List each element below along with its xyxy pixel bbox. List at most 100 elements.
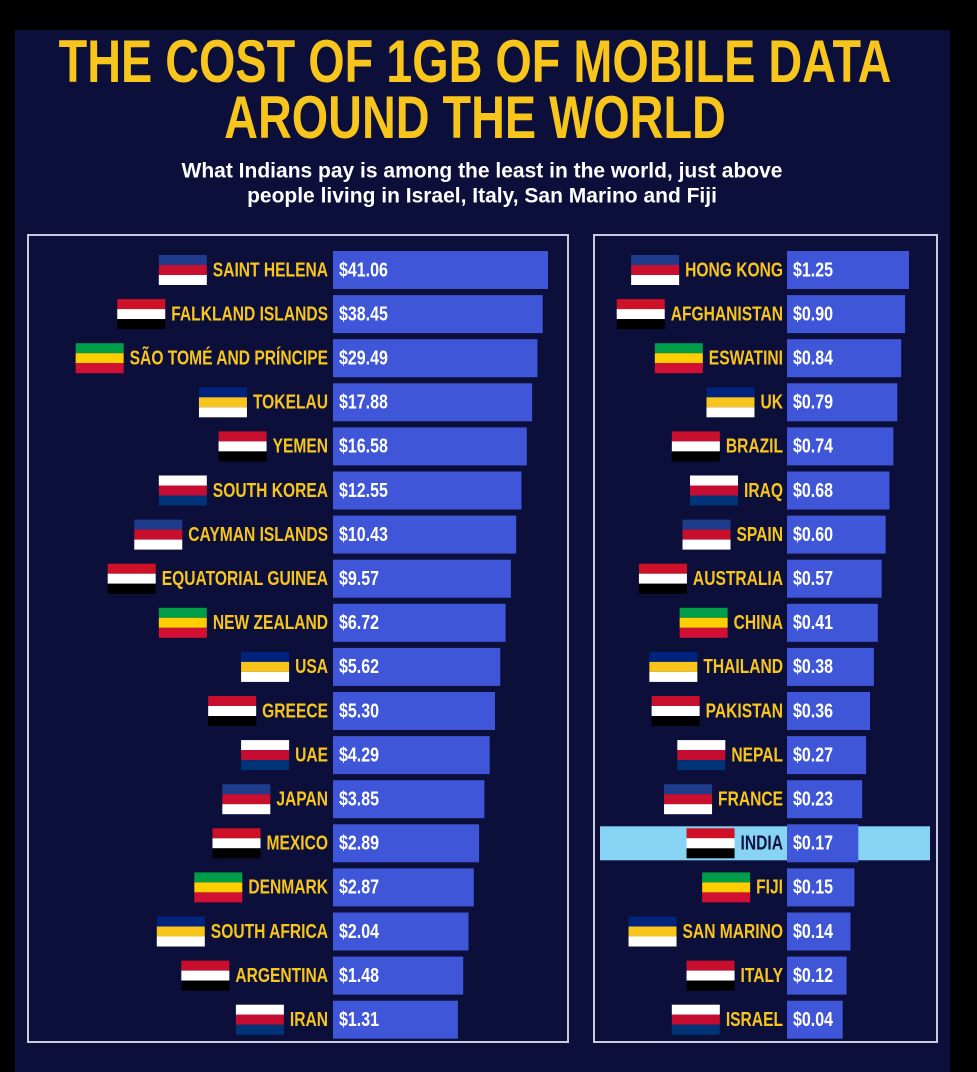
country: SAN MARINO xyxy=(683,920,784,942)
flag xyxy=(628,916,677,947)
label-group: JAPAN xyxy=(276,788,328,810)
flag-stripe xyxy=(241,651,290,662)
flag-stripe xyxy=(677,750,726,761)
bar xyxy=(787,780,863,819)
country: CHINA xyxy=(734,611,783,633)
bar xyxy=(333,251,548,289)
flag-stripe xyxy=(706,387,755,398)
flag-stripe xyxy=(158,495,207,506)
flag-stripe xyxy=(241,671,290,682)
flag-stripe xyxy=(158,617,207,628)
bar xyxy=(787,559,882,598)
flag-stripe xyxy=(241,740,290,751)
country: SAINT HELENA xyxy=(213,258,328,280)
flag-stripe xyxy=(158,265,207,275)
flag-stripe xyxy=(702,892,751,903)
subtitle: What Indians pay is among the least in t… xyxy=(182,160,783,183)
price: $0.27 xyxy=(793,744,833,766)
label-group: DENMARK xyxy=(248,876,328,898)
flag-stripe xyxy=(654,353,703,364)
flag-stripe xyxy=(649,661,698,672)
country: FIJI xyxy=(756,876,783,898)
flag-stripe xyxy=(134,519,183,530)
flag-stripe xyxy=(75,353,124,364)
flag xyxy=(682,519,731,550)
flag-stripe xyxy=(208,716,257,726)
flag xyxy=(117,299,166,330)
bar xyxy=(333,515,517,554)
flag-stripe xyxy=(158,255,207,265)
bar xyxy=(333,339,538,378)
label-group: UAE xyxy=(295,744,328,766)
country: ESWATINI xyxy=(709,347,783,369)
bar xyxy=(787,251,909,289)
bar xyxy=(333,956,464,995)
flag-stripe xyxy=(194,882,243,893)
country: CAYMAN ISLANDS xyxy=(188,523,328,545)
price: $0.41 xyxy=(793,611,833,633)
country: ISRAEL xyxy=(726,1008,783,1030)
flag xyxy=(241,740,290,771)
label-group: IRAN xyxy=(290,1008,328,1030)
country: EQUATORIAL GUINEA xyxy=(162,567,328,589)
country: SOUTH KOREA xyxy=(213,479,328,501)
country: NEW ZEALAND xyxy=(213,611,328,633)
label-group: MEXICO xyxy=(267,832,329,854)
bar xyxy=(787,339,902,378)
country: THAILAND xyxy=(703,655,783,677)
price: $0.36 xyxy=(793,700,833,722)
flag-stripe xyxy=(671,1024,720,1035)
flag-stripe xyxy=(218,451,267,462)
left-box xyxy=(27,234,569,1043)
flag-stripe xyxy=(158,627,207,638)
flag xyxy=(706,387,755,418)
flag-stripe xyxy=(664,794,713,805)
label-group: INDIA xyxy=(741,832,783,854)
flag xyxy=(638,563,687,594)
country: INDIA xyxy=(741,832,783,854)
flag-stripe xyxy=(117,309,166,320)
flag xyxy=(158,475,207,506)
country: FALKLAND ISLANDS xyxy=(171,303,328,325)
price: $0.74 xyxy=(793,435,833,457)
bar xyxy=(333,295,543,334)
price: $1.25 xyxy=(793,259,833,281)
bar xyxy=(787,515,886,554)
label-group: UK xyxy=(760,391,783,413)
price: $0.04 xyxy=(793,1008,833,1030)
flag-stripe xyxy=(235,1024,284,1035)
flag-stripe xyxy=(651,706,700,716)
country: ITALY xyxy=(741,964,783,986)
flag-stripe xyxy=(702,872,751,883)
flag-stripe xyxy=(222,804,271,815)
country: MEXICO xyxy=(267,832,329,854)
flag xyxy=(649,651,698,682)
flag xyxy=(212,828,261,859)
price: $29.49 xyxy=(339,347,388,369)
country: AUSTRALIA xyxy=(693,567,783,589)
price: $5.30 xyxy=(339,700,379,722)
price: $16.58 xyxy=(339,435,388,457)
bar xyxy=(333,736,490,775)
flag xyxy=(664,784,713,815)
flag-stripe xyxy=(107,573,156,584)
flag-stripe xyxy=(616,309,665,320)
flag-stripe xyxy=(671,431,720,442)
flag-stripe xyxy=(686,970,735,981)
flag-stripe xyxy=(677,760,726,771)
price: $0.90 xyxy=(793,303,833,325)
label-group: GREECE xyxy=(262,699,328,721)
flag-stripe xyxy=(631,255,680,265)
label-group: SÃO TOMÉ AND PRÍNCIPE xyxy=(130,346,328,369)
label-group: ESWATINI xyxy=(709,347,783,369)
price: $0.79 xyxy=(793,391,833,413)
flag-stripe xyxy=(158,485,207,496)
flag-stripe xyxy=(686,828,735,839)
flag-stripe xyxy=(651,696,700,706)
flag xyxy=(679,607,728,638)
bar xyxy=(787,956,847,995)
label-group: CAYMAN ISLANDS xyxy=(188,523,328,545)
label-group: IRAQ xyxy=(744,479,783,501)
bar xyxy=(333,603,506,642)
